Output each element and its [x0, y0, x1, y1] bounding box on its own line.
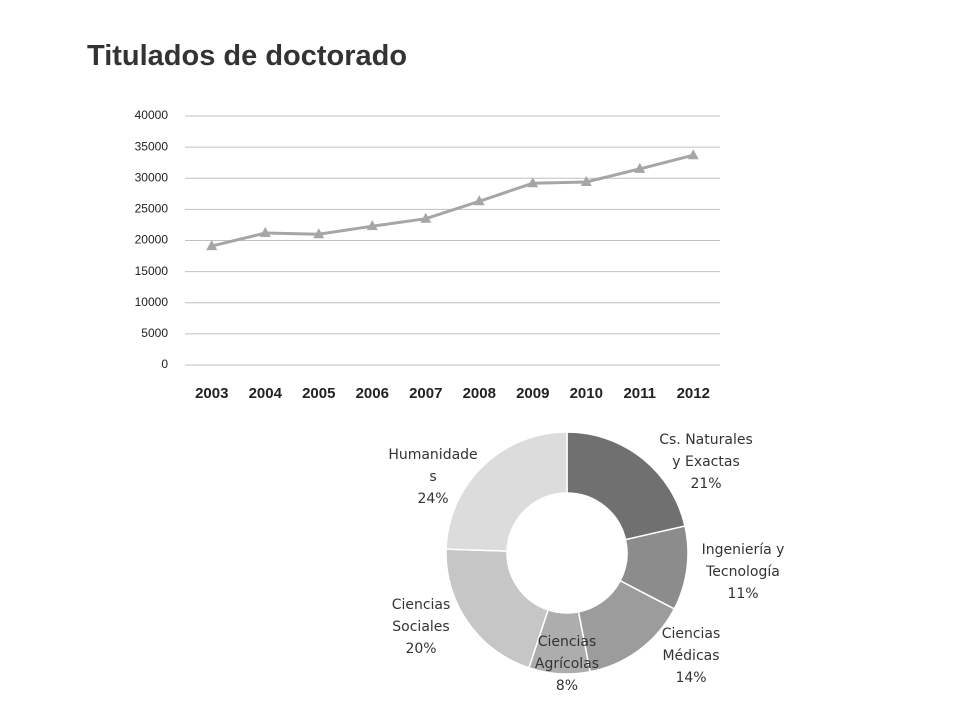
y-tick-label: 15000: [135, 264, 169, 278]
data-marker: [206, 240, 218, 251]
data-marker: [259, 227, 271, 238]
x-tick-label: 2010: [570, 385, 603, 402]
slice-category: Ciencias Médicas: [661, 626, 721, 664]
x-tick-label: 2003: [195, 385, 228, 402]
slice-label: Ingeniería y Tecnología 11%: [693, 539, 793, 605]
x-tick-label: 2009: [516, 385, 549, 402]
y-tick-label: 10000: [135, 295, 169, 309]
data-marker: [420, 212, 432, 223]
y-tick-label: 35000: [135, 139, 169, 153]
data-marker: [687, 149, 699, 160]
data-marker: [634, 162, 646, 173]
x-tick-label: 2007: [409, 385, 442, 402]
slice-category: Cs. Naturales y Exactas: [659, 432, 753, 470]
slice-label: Ciencias Médicas 14%: [641, 623, 741, 689]
slice-value-label: 11%: [727, 586, 759, 602]
x-tick-label: 2008: [463, 385, 496, 402]
slice-label: Ciencias Agrícolas 8%: [517, 631, 617, 697]
slice-value-label: 8%: [555, 678, 579, 694]
slice-label: Humanidades 24%: [387, 444, 479, 510]
y-tick-label: 40000: [135, 108, 169, 122]
x-tick-label: 2005: [302, 385, 335, 402]
slice-value-label: 14%: [675, 670, 707, 686]
data-line: [211, 153, 694, 248]
data-marker: [527, 177, 539, 188]
y-tick-label: 0: [161, 357, 168, 371]
data-marker: [366, 220, 378, 231]
y-tick-label: 20000: [135, 233, 169, 247]
slide-title: Titulados de doctorado: [87, 40, 408, 72]
donut-slice: [566, 431, 686, 541]
x-tick-label: 2006: [356, 385, 389, 402]
x-tick-label: 2011: [623, 385, 656, 402]
donut-slice: [445, 431, 568, 552]
slice-category: Humanidades: [388, 447, 478, 485]
slice-category: Ciencias Agrícolas: [534, 634, 600, 672]
donut-slice: [445, 548, 550, 669]
y-tick-label: 25000: [135, 202, 169, 216]
y-tick-label: 30000: [135, 170, 169, 184]
x-tick-label: 2012: [677, 385, 710, 402]
slice-value-label: 20%: [405, 641, 437, 657]
slice-category: Ingeniería y Tecnología: [701, 542, 785, 580]
slice-label: Cs. Naturales y Exactas 21%: [656, 429, 756, 495]
data-marker: [473, 195, 485, 206]
slice-value-label: 21%: [690, 476, 722, 492]
x-tick-label: 2004: [249, 385, 283, 402]
data-marker: [313, 228, 325, 239]
y-tick-label: 5000: [141, 326, 168, 340]
data-marker: [580, 175, 592, 186]
slice-value-label: 24%: [417, 491, 449, 507]
slice-label: Ciencias Sociales 20%: [371, 594, 471, 660]
slice-category: Ciencias Sociales: [391, 597, 451, 635]
